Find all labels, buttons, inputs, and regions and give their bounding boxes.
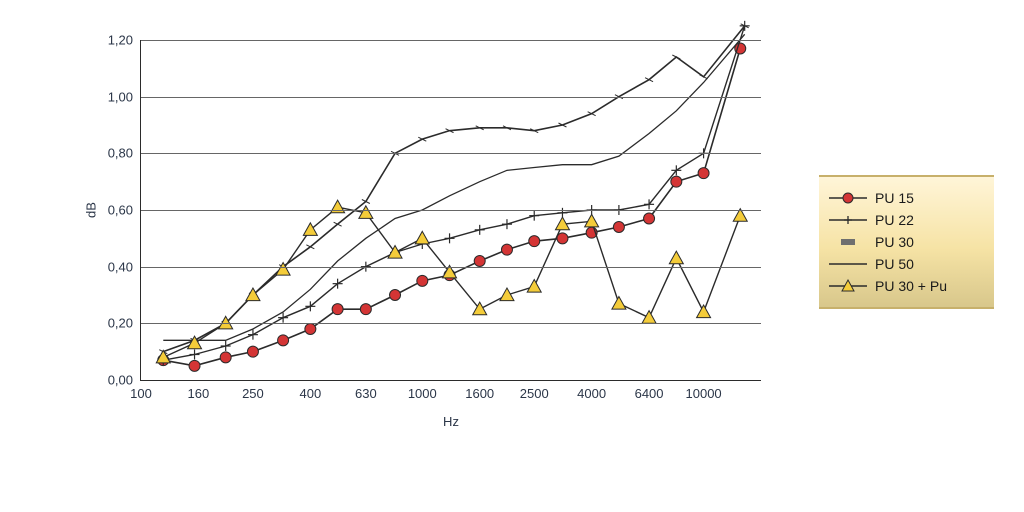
x-tick-label: 160 <box>188 386 210 401</box>
plot-region: dB Hz 0,000,200,400,600,801,001,20100160… <box>140 40 761 381</box>
legend-swatch-icon <box>829 278 867 294</box>
x-tick-label: 10000 <box>686 386 722 401</box>
legend-swatch-icon <box>829 212 867 228</box>
gridline <box>141 97 761 98</box>
y-tick-label: 0,40 <box>108 259 133 274</box>
gridline <box>141 40 761 41</box>
gridline <box>141 153 761 154</box>
gridline <box>141 210 761 211</box>
x-tick-label: 4000 <box>577 386 606 401</box>
gridline <box>141 267 761 268</box>
legend-row: PU 22 <box>829 209 984 231</box>
x-tick-label: 250 <box>242 386 264 401</box>
x-tick-label: 1000 <box>408 386 437 401</box>
legend-label: PU 30 + Pu <box>875 278 947 294</box>
legend-label: PU 50 <box>875 256 914 272</box>
x-tick-label: 400 <box>299 386 321 401</box>
x-axis-label: Hz <box>443 414 459 429</box>
x-tick-label: 6400 <box>635 386 664 401</box>
legend-label: PU 30 <box>875 234 914 250</box>
x-tick-label: 1600 <box>465 386 494 401</box>
chart-area: dB Hz 0,000,200,400,600,801,001,20100160… <box>80 40 780 420</box>
legend-label: PU 22 <box>875 212 914 228</box>
legend-swatch-icon <box>829 190 867 206</box>
legend-row: PU 50 <box>829 253 984 275</box>
x-tick-label: 2500 <box>520 386 549 401</box>
y-tick-label: 1,00 <box>108 89 133 104</box>
x-tick-label: 100 <box>130 386 152 401</box>
x-tick-label: 630 <box>355 386 377 401</box>
legend-row: PU 30 <box>829 231 984 253</box>
legend-swatch-icon <box>829 234 867 250</box>
gridline <box>141 323 761 324</box>
legend-row: PU 15 <box>829 187 984 209</box>
y-axis-label: dB <box>84 202 99 218</box>
legend-label: PU 15 <box>875 190 914 206</box>
y-tick-label: 1,20 <box>108 33 133 48</box>
legend: PU 15 PU 22 PU 30 PU 50 PU 30 + Pu <box>819 175 994 309</box>
legend-swatch-icon <box>829 256 867 272</box>
chart-wrapper: dB Hz 0,000,200,400,600,801,001,20100160… <box>0 0 1024 512</box>
y-tick-label: 0,80 <box>108 146 133 161</box>
legend-row: PU 30 + Pu <box>829 275 984 297</box>
y-tick-label: 0,20 <box>108 316 133 331</box>
y-tick-label: 0,60 <box>108 203 133 218</box>
